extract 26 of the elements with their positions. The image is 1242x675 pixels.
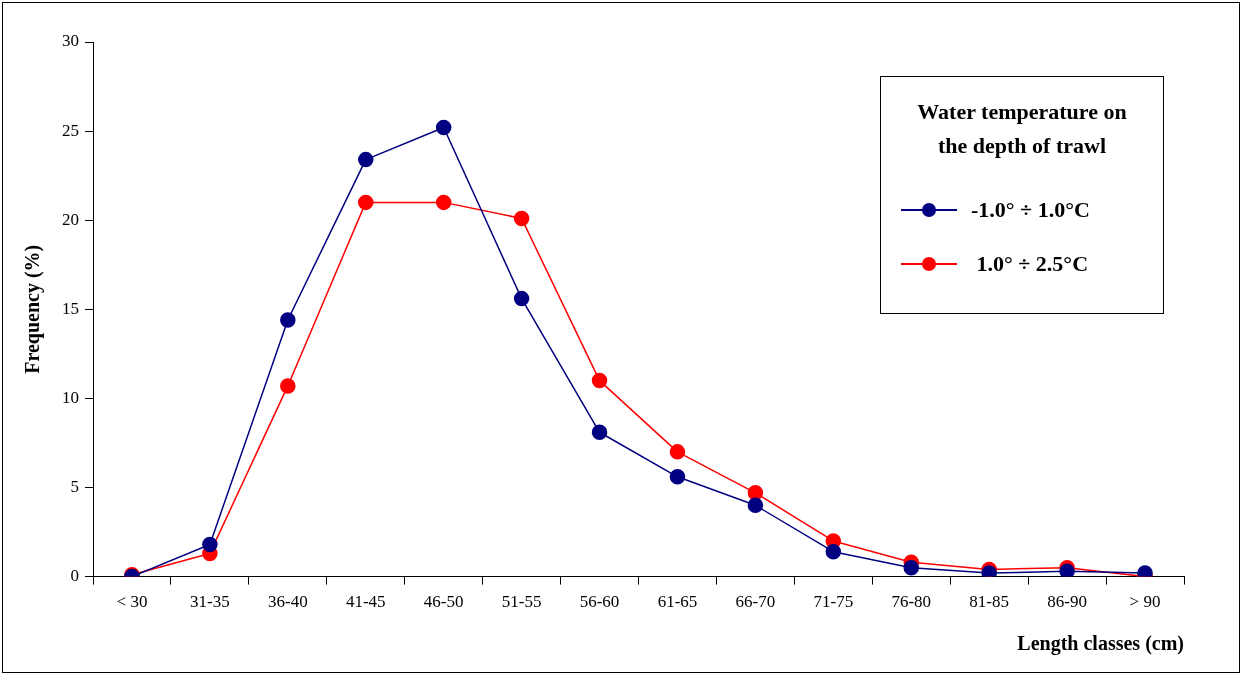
x-tick-label: 66-70 <box>735 592 776 612</box>
legend-label: -1.0° ÷ 1.0°C <box>971 197 1090 223</box>
x-tick-label: 36-40 <box>267 592 308 612</box>
y-tick-label: 10 <box>62 387 79 407</box>
y-tick-label: 20 <box>62 209 79 229</box>
x-tick-label: 86-90 <box>1047 592 1087 612</box>
y-axis-title: Frequency (%) <box>21 244 45 374</box>
y-tick-label: 25 <box>62 120 79 140</box>
y-tick-label: 30 <box>62 31 79 51</box>
x-tick-label: 46-50 <box>423 592 464 612</box>
x-tick-label: 81-85 <box>969 592 1010 612</box>
legend-title: Water temperature on the depth of trawl <box>916 98 1128 160</box>
legend-label: 1.0° ÷ 2.5°C <box>975 251 1089 277</box>
x-tick-label: 71-75 <box>813 592 854 612</box>
y-tick-label: 0 <box>70 566 79 586</box>
x-tick-label: 41-45 <box>345 592 386 612</box>
x-tick-label: 31-35 <box>190 592 230 612</box>
x-tick-label: 76-80 <box>891 592 932 612</box>
y-tick-label: 5 <box>70 476 79 496</box>
x-axis-title: Length classes (cm) <box>1017 632 1184 656</box>
x-tick-label: 56-60 <box>579 592 620 612</box>
y-tick-label: 15 <box>62 298 79 318</box>
x-tick-label: > 90 <box>1129 592 1161 612</box>
x-tick-label: 61-65 <box>657 592 698 612</box>
x-tick-label: < 30 <box>116 592 148 612</box>
x-tick-label: 51-55 <box>501 592 542 612</box>
